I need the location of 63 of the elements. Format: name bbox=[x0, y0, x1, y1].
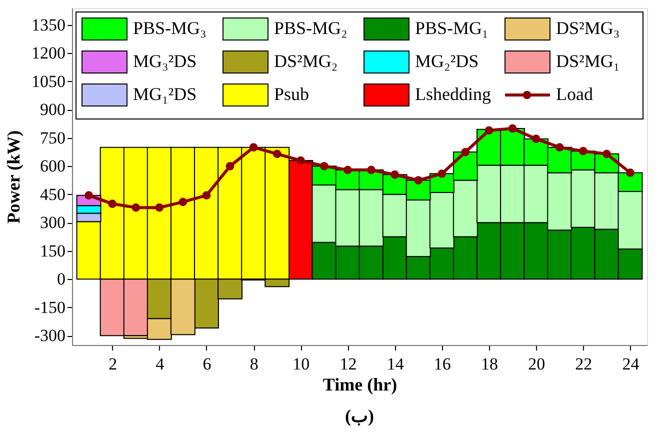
legend-label: PBS-MG₃ bbox=[133, 18, 206, 38]
point bbox=[602, 150, 611, 158]
y-tick-label: -300 bbox=[34, 326, 66, 346]
legend-label: DS²MG₃ bbox=[556, 18, 620, 38]
point bbox=[461, 148, 470, 156]
legend-label: DS²MG₁ bbox=[556, 51, 620, 71]
legend-label: Lshedding bbox=[415, 84, 491, 104]
point bbox=[272, 150, 282, 158]
point bbox=[508, 124, 517, 133]
x-tick-label: 24 bbox=[622, 354, 640, 374]
point bbox=[438, 170, 446, 178]
x-tick-label: 20 bbox=[528, 354, 546, 374]
y-tick-label: 1200 bbox=[32, 44, 66, 63]
y-tick-label: 150 bbox=[40, 241, 66, 260]
x-axis-title: Time (hr) bbox=[322, 374, 398, 394]
point bbox=[578, 146, 588, 156]
x-tick-label: 4 bbox=[156, 354, 165, 374]
legend-label: PBS-MG₁ bbox=[415, 18, 488, 38]
legend-label: Load bbox=[556, 84, 593, 104]
x-tick-label: 16 bbox=[434, 354, 451, 374]
point bbox=[390, 170, 399, 179]
point bbox=[132, 203, 140, 212]
y-tick-label: 1350 bbox=[32, 15, 66, 34]
legend-label: MG₁²DS bbox=[133, 84, 197, 104]
point bbox=[202, 191, 211, 200]
legend-label: PBS-MG₂ bbox=[274, 18, 348, 38]
point bbox=[555, 143, 564, 152]
x-tick-label: 2 bbox=[108, 354, 118, 374]
x-tick-label: 18 bbox=[480, 354, 498, 374]
y-tick-label: 300 bbox=[40, 213, 66, 232]
point bbox=[155, 203, 164, 212]
y-axis-title: Power (kW) bbox=[4, 130, 24, 224]
legend-label: MG₂²DS bbox=[415, 51, 479, 71]
point bbox=[367, 166, 376, 174]
point bbox=[344, 166, 352, 174]
x-tick-label: 22 bbox=[575, 354, 592, 374]
point bbox=[414, 176, 423, 184]
y-tick-label: 750 bbox=[40, 128, 66, 148]
legend-label: MG₃²DS bbox=[133, 51, 197, 71]
x-tick-label: 6 bbox=[202, 354, 212, 374]
y-tick-label: 0 bbox=[57, 270, 66, 289]
x-tick-label: 12 bbox=[340, 354, 357, 374]
point bbox=[532, 134, 540, 144]
y-tick-label: -150 bbox=[34, 298, 66, 317]
point bbox=[320, 162, 328, 170]
text: (ب) bbox=[345, 406, 374, 426]
x-tick-label: 10 bbox=[292, 354, 310, 374]
legend-label: DS²MG₂ bbox=[274, 51, 338, 71]
point bbox=[178, 198, 188, 206]
point bbox=[249, 143, 258, 152]
point bbox=[626, 168, 634, 177]
y-tick-label: 450 bbox=[40, 184, 66, 204]
point bbox=[226, 162, 234, 170]
x-tick-label: 8 bbox=[250, 354, 258, 374]
legend-label: Psub bbox=[274, 84, 310, 104]
point bbox=[296, 156, 305, 165]
point bbox=[108, 200, 116, 208]
y-tick-label: 1050 bbox=[32, 72, 66, 91]
x-tick-label: 14 bbox=[386, 354, 404, 374]
y-tick-label: 900 bbox=[40, 100, 66, 120]
y-tick-label: 600 bbox=[40, 156, 66, 176]
point bbox=[84, 191, 93, 200]
point bbox=[484, 126, 494, 135]
